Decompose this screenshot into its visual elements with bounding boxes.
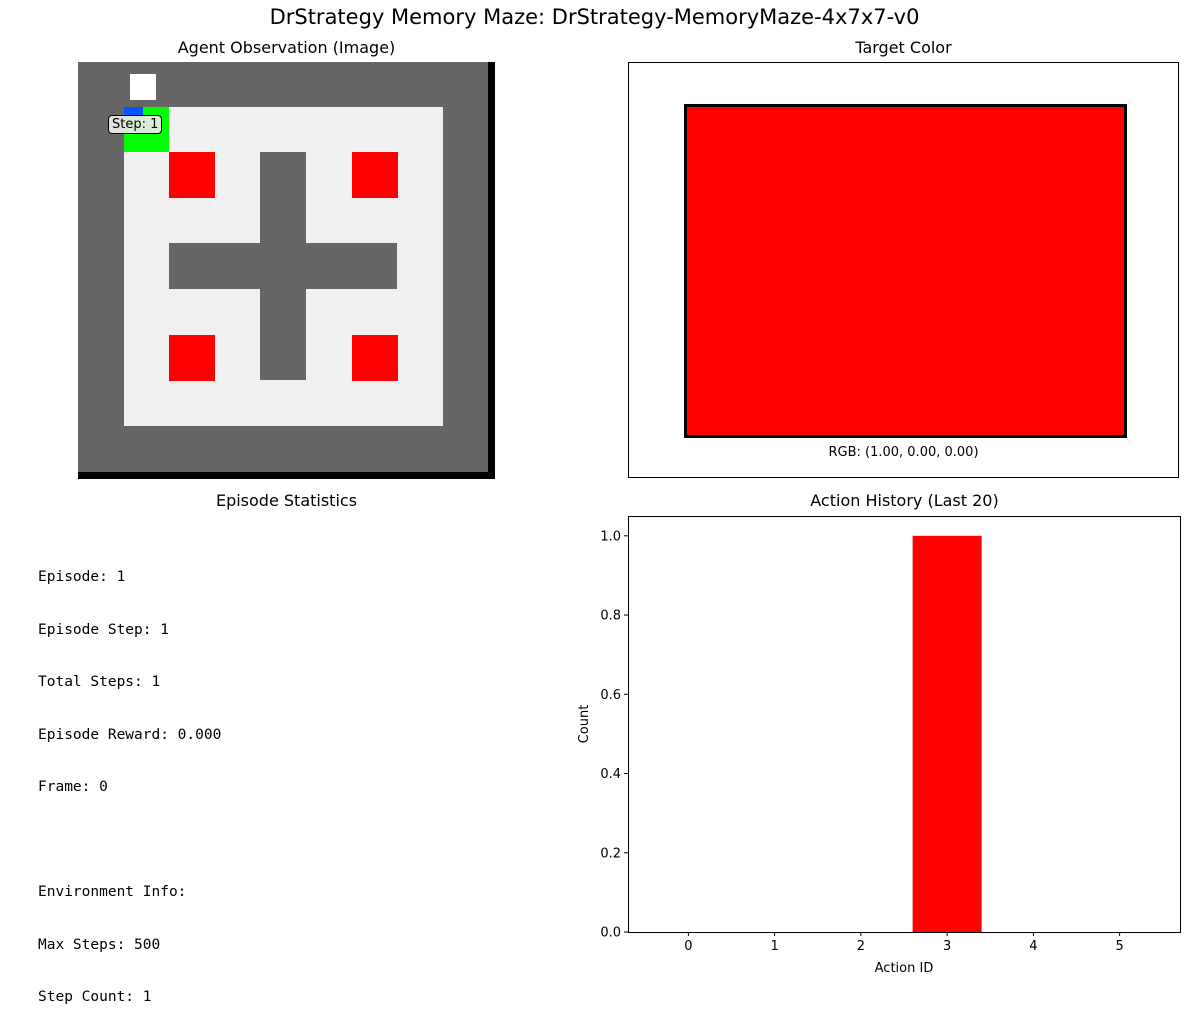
x-tick-label: 3 xyxy=(943,939,951,954)
target-cell xyxy=(169,152,215,198)
x-tick-label: 2 xyxy=(857,939,865,954)
target-rgb-label: RGB: (1.00, 0.00, 0.00) xyxy=(828,445,979,460)
y-tick-label: 0.8 xyxy=(600,609,621,624)
agent-heading-marker xyxy=(124,107,143,117)
target-color-title: Target Color xyxy=(855,38,952,57)
stats-line: Environment Info: xyxy=(38,884,187,900)
stats-line: Frame: 0 xyxy=(38,779,108,795)
target-cell xyxy=(169,335,215,381)
target-color-panel: RGB: (1.00, 0.00, 0.00) xyxy=(628,62,1179,478)
target-cell xyxy=(352,152,398,198)
action-history-title: Action History (Last 20) xyxy=(810,491,999,510)
stats-line: Episode Step: 1 xyxy=(38,621,169,638)
maze-wall-horizontal xyxy=(169,243,397,289)
stats-line: Episode Reward: 0.000 xyxy=(38,726,222,743)
y-tick-label: 0.6 xyxy=(600,688,621,703)
x-tick-label: 4 xyxy=(1029,939,1037,954)
y-tick-label: 0.2 xyxy=(600,846,621,861)
bar-action-3 xyxy=(912,535,982,932)
chart-axes-frame xyxy=(628,516,1181,933)
target-indicator-marker xyxy=(130,74,156,100)
target-cell xyxy=(352,335,398,381)
y-axis-label: Count xyxy=(577,705,592,744)
stats-title: Episode Statistics xyxy=(215,491,358,510)
y-tick-label: 0.0 xyxy=(600,926,621,941)
x-tick-label: 0 xyxy=(684,939,692,954)
y-tick-label: 1.0 xyxy=(600,529,621,544)
step-label: Step: 1 xyxy=(108,115,163,134)
maze-observation-image xyxy=(78,62,495,479)
stats-line: Total Steps: 1 xyxy=(38,674,161,690)
x-axis-label: Action ID xyxy=(875,961,934,976)
action-history-chart: 0 1 2 3 4 5 0.0 0.2 0.4 0.6 0.8 1.0 Action ID Coun… xyxy=(577,516,1181,976)
figure-title: DrStrategy Memory Maze: DrStrategy-Memor… xyxy=(269,5,920,29)
x-tick-label: 5 xyxy=(1115,939,1123,954)
stats-line: Episode: 1 xyxy=(38,569,126,585)
x-tick-label: 1 xyxy=(770,939,778,954)
observation-title: Agent Observation (Image) xyxy=(177,38,396,57)
target-color-swatch xyxy=(684,104,1127,438)
y-tick-label: 0.4 xyxy=(600,767,621,782)
stats-line: Max Steps: 500 xyxy=(38,936,161,953)
stats-line: Step Count: 1 xyxy=(38,989,152,1005)
